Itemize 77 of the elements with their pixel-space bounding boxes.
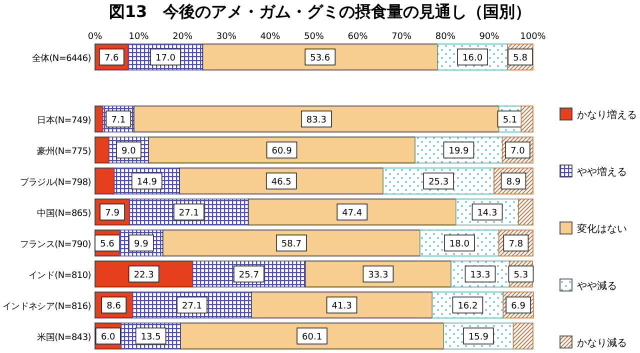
bar: [148, 136, 416, 164]
bar: [94, 106, 104, 132]
x-tick-label: 10%: [128, 32, 150, 42]
x-tick-label: 90%: [479, 32, 500, 42]
data-label: 58.7: [281, 240, 302, 250]
data-label: 13.3: [470, 270, 490, 280]
y-tick-label: 全体(N=6446): [32, 53, 91, 64]
bar: [180, 322, 444, 350]
y-tick-label: フランス(N=790): [20, 240, 91, 250]
data-label: 17.0: [155, 54, 176, 64]
data-label: 13.5: [140, 332, 161, 342]
data-label: 27.1: [182, 302, 202, 312]
data-label: 16.2: [458, 302, 478, 312]
data-label: 8.6: [106, 302, 122, 312]
data-label: 33.3: [368, 270, 388, 280]
bar: [512, 322, 534, 350]
data-label: 7.6: [104, 54, 120, 64]
legend-label: 変化はない: [577, 223, 627, 235]
x-tick-label: 50%: [304, 32, 324, 42]
data-label: 7.8: [508, 240, 524, 250]
data-label: 8.9: [506, 178, 521, 188]
data-label: 60.1: [302, 332, 322, 342]
y-tick-label: 中国(N=865): [37, 208, 91, 219]
y-tick-label: インドネシア(N=816): [2, 302, 91, 312]
data-label: 16.0: [462, 54, 483, 64]
legend-label: やや増える: [577, 166, 627, 178]
y-tick-label: 日本(N=749): [37, 115, 91, 126]
bar: [250, 292, 433, 318]
data-label: 7.1: [111, 116, 126, 126]
data-label: 19.9: [448, 146, 470, 156]
x-tick-label: 80%: [435, 32, 456, 42]
data-label: 7.0: [510, 146, 526, 156]
data-label: 47.4: [342, 208, 362, 218]
bar: [179, 168, 384, 194]
y-tick-label: 米国(N=843): [37, 332, 91, 343]
bar: [202, 44, 438, 70]
legend-label: かなり増える: [577, 109, 637, 121]
data-label: 25.7: [238, 270, 259, 280]
bar: [518, 198, 534, 226]
data-label: 14.9: [136, 178, 158, 188]
data-label: 5.6: [100, 240, 115, 250]
y-tick-label: インド(N=810): [28, 271, 91, 281]
data-label: 46.5: [271, 178, 292, 188]
x-tick-label: 70%: [392, 32, 412, 42]
bar: [94, 168, 115, 194]
data-label: 7.9: [105, 208, 120, 218]
data-label: 5.8: [513, 54, 528, 64]
bar: [248, 198, 456, 226]
data-label: 60.9: [272, 146, 292, 156]
legend-label: やや減る: [577, 280, 617, 292]
x-tick-label: 60%: [348, 32, 368, 42]
y-tick-label: ブラジル(N=798): [20, 177, 91, 188]
data-label: 18.0: [449, 240, 470, 250]
bar: [162, 230, 420, 256]
data-label: 14.3: [477, 208, 498, 218]
data-label: 53.6: [310, 54, 330, 64]
chart-title: 図13 今後のアメ・ガム・グミの摂食量の見通し（国別）: [108, 2, 532, 21]
data-label: 5.1: [502, 116, 518, 126]
data-label: 22.3: [134, 270, 154, 280]
legend-label: かなり減る: [577, 337, 627, 349]
data-label: 5.3: [514, 270, 528, 280]
data-label: 9.0: [122, 146, 136, 156]
bar: [94, 136, 110, 164]
data-label: 25.3: [428, 178, 449, 188]
y-tick-label: 豪州(N=775): [37, 146, 91, 157]
data-label: 6.0: [100, 332, 116, 342]
data-label: 6.9: [511, 302, 526, 312]
data-label: 15.9: [468, 332, 489, 342]
x-tick-label: 20%: [172, 32, 194, 42]
data-label: 27.1: [178, 208, 199, 218]
data-label: 83.3: [306, 116, 326, 126]
data-label: 41.3: [332, 302, 352, 312]
x-tick-label: 40%: [260, 32, 281, 42]
x-tick-label: 30%: [216, 32, 237, 42]
x-tick-label: 100%: [520, 32, 546, 42]
x-tick-label: 0%: [88, 32, 103, 42]
data-label: 9.9: [134, 240, 149, 250]
